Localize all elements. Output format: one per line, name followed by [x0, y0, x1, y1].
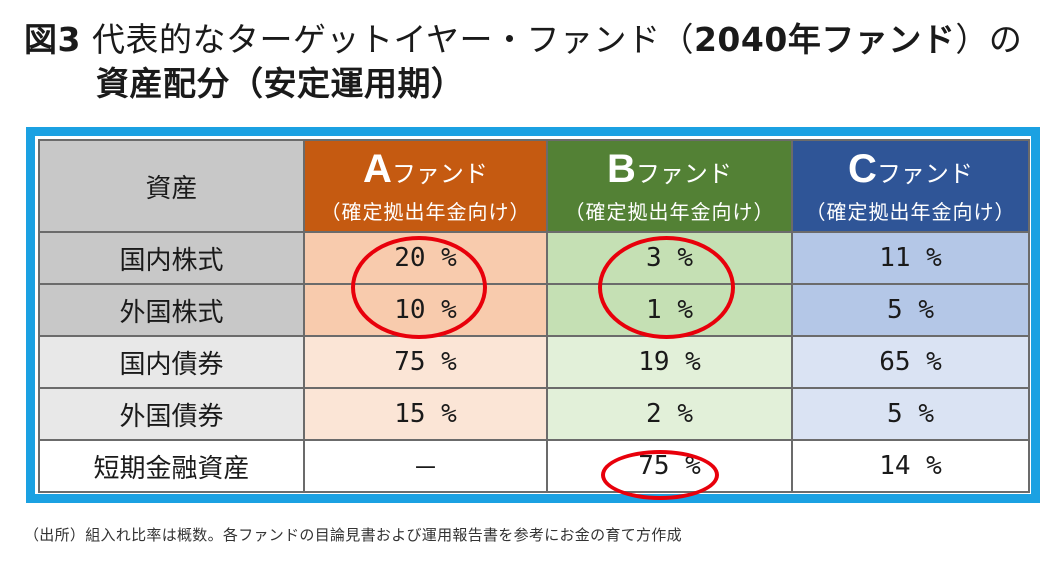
fund-c-header: Cファンド （確定拠出年金向け）	[791, 139, 1030, 233]
row-label: 国内債券	[38, 335, 305, 389]
fund-c-value: 11 %	[791, 231, 1030, 285]
fund-a-value: 15 %	[303, 387, 548, 441]
fund-b-header: Bファンド （確定拠出年金向け）	[546, 139, 793, 233]
fund-a-value: －	[303, 439, 548, 493]
fund-a-subtitle: （確定拠出年金向け）	[320, 200, 531, 224]
title-text: 代表的なターゲットイヤー・ファンド（	[80, 20, 694, 59]
fund-c-value: 5 %	[791, 283, 1030, 337]
fund-a-value: 75 %	[303, 335, 548, 389]
title-fund-name: 2040年ファンド	[693, 20, 956, 59]
fund-a-value: 20 %	[303, 231, 548, 285]
fund-b-value: 1 %	[546, 283, 793, 337]
row-label: 外国株式	[38, 283, 305, 337]
table-row: 外国株式 10 % 1 % 5 %	[38, 283, 1030, 337]
table-frame: 資産 Aファンド （確定拠出年金向け） Bファンド （確定拠出年金向け） Cファ…	[26, 127, 1040, 503]
fund-c-value: 14 %	[791, 439, 1030, 493]
table-row: 短期金融資産 － 75 % 14 %	[38, 439, 1030, 493]
fund-c-value: 65 %	[791, 335, 1030, 389]
fund-b-value: 3 %	[546, 231, 793, 285]
row-label: 国内株式	[38, 231, 305, 285]
fund-a-name: ファンド	[391, 160, 488, 188]
table-row: 外国債券 15 % 2 % 5 %	[38, 387, 1030, 441]
fund-b-value: 2 %	[546, 387, 793, 441]
fund-b-letter: B	[607, 147, 636, 191]
table-row: 国内債券 75 % 19 % 65 %	[38, 335, 1030, 389]
row-label: 短期金融資産	[38, 439, 305, 493]
fund-c-subtitle: （確定拠出年金向け）	[805, 200, 1016, 224]
asset-column-header: 資産	[38, 139, 305, 233]
fund-b-value: 19 %	[546, 335, 793, 389]
fund-c-letter: C	[848, 147, 877, 191]
source-footnote: （出所）組入れ比率は概数。各ファンドの目論見書および運用報告書を参考にお金の育て…	[24, 526, 682, 544]
table-header-row: 資産 Aファンド （確定拠出年金向け） Bファンド （確定拠出年金向け） Cファ…	[38, 139, 1030, 233]
row-label: 外国債券	[38, 387, 305, 441]
title-line-2: 資産配分（安定運用期）	[96, 64, 465, 103]
fund-b-subtitle: （確定拠出年金向け）	[564, 200, 775, 224]
figure-number: 図3	[24, 20, 81, 59]
fund-a-header: Aファンド （確定拠出年金向け）	[303, 139, 548, 233]
figure-title: 図3 代表的なターゲットイヤー・ファンド（2040年ファンド）の 資産配分（安定…	[24, 18, 1022, 106]
fund-a-letter: A	[363, 147, 392, 191]
fund-c-value: 5 %	[791, 387, 1030, 441]
fund-b-name: ファンド	[635, 160, 732, 188]
allocation-table: 資産 Aファンド （確定拠出年金向け） Bファンド （確定拠出年金向け） Cファ…	[38, 139, 1030, 493]
title-suffix: ）の	[955, 20, 1023, 59]
fund-b-value: 75 %	[546, 439, 793, 493]
title-line-1: 図3 代表的なターゲットイヤー・ファンド（2040年ファンド）の	[24, 18, 1022, 62]
fund-c-name: ファンド	[876, 160, 973, 188]
table-row: 国内株式 20 % 3 % 11 %	[38, 231, 1030, 285]
fund-a-value: 10 %	[303, 283, 548, 337]
